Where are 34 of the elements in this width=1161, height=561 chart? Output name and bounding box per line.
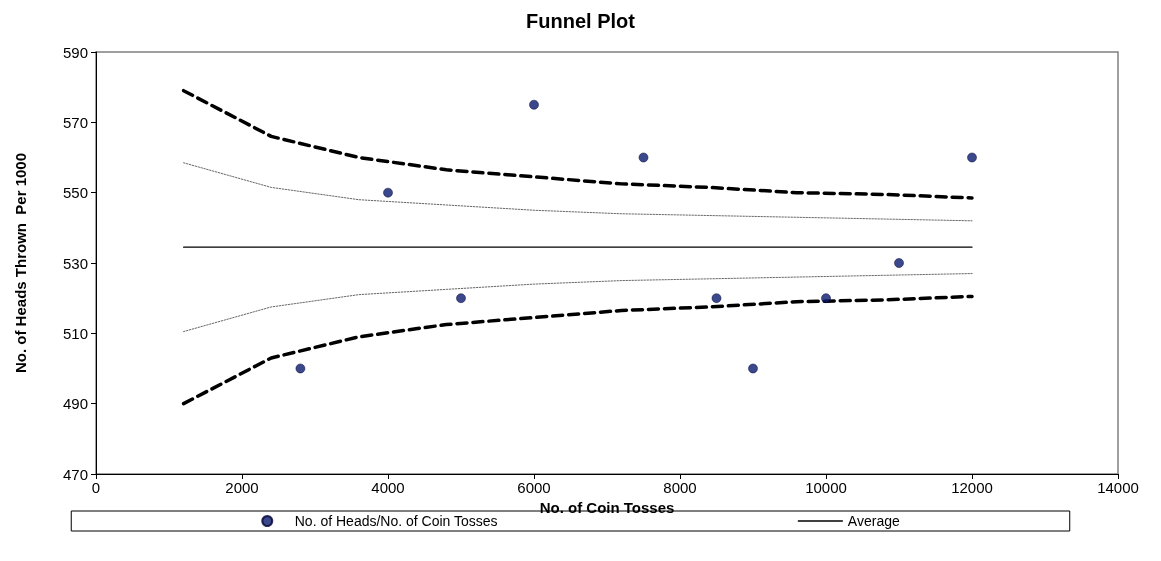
y-tick-label: 470 <box>62 465 88 483</box>
y-tick-label: 510 <box>62 324 88 342</box>
y-tick-label: 530 <box>62 254 88 272</box>
legend-label: Average <box>847 513 900 529</box>
x-axis-title: No. of Coin Tosses <box>539 498 675 516</box>
point <box>295 363 306 374</box>
x-tick-label: 14000 <box>1097 479 1139 496</box>
chart-title: Funnel Plot <box>526 10 636 32</box>
x-tick-label: 8000 <box>663 479 697 496</box>
x-tick-label: 4000 <box>371 479 405 496</box>
point <box>456 293 466 303</box>
y-tick-label: 490 <box>62 395 88 413</box>
point <box>894 258 904 268</box>
point <box>638 152 649 163</box>
x-tick-label: 6000 <box>517 479 551 496</box>
x-tick-label: 12000 <box>951 479 993 496</box>
y-tick-label: 590 <box>62 43 88 61</box>
legend-label: No. of Heads/No. of Coin Tosses <box>294 513 498 529</box>
line-series <box>183 162 973 222</box>
x-tick-label: 10000 <box>805 479 847 496</box>
y-tick-label: 570 <box>62 113 88 131</box>
x-tick-label: 0 <box>91 479 101 496</box>
point <box>821 293 831 303</box>
point <box>967 152 977 163</box>
line-series <box>183 273 973 333</box>
line-series <box>181 294 974 406</box>
x-tick-label: 2000 <box>225 479 259 496</box>
line-series <box>181 88 974 200</box>
y-axis-title: No. of Heads Thrown Per 1000 <box>12 152 29 374</box>
y-tick-label: 550 <box>62 184 88 202</box>
point <box>529 99 539 110</box>
point <box>748 363 758 374</box>
point <box>383 187 393 198</box>
point <box>711 293 722 303</box>
